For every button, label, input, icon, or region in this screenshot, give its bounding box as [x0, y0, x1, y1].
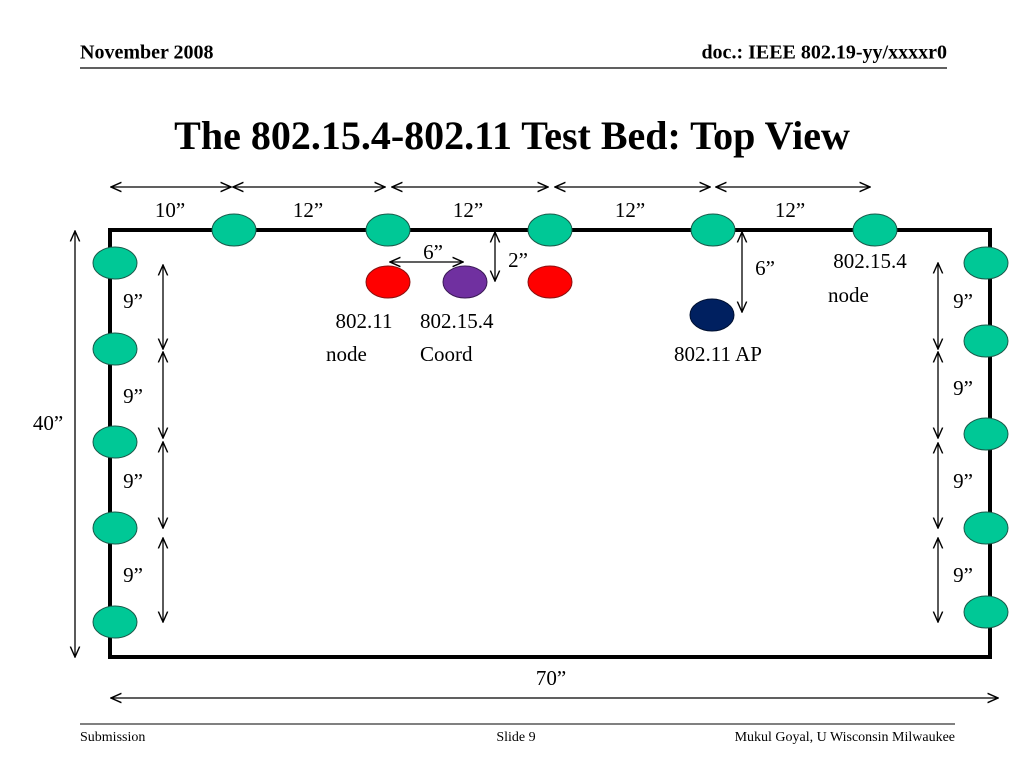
- node: [963, 511, 1009, 545]
- node: [852, 213, 898, 247]
- node-label: node: [326, 342, 367, 366]
- dim-label: 40”: [33, 411, 63, 435]
- node: [92, 425, 138, 459]
- wifi-node: [365, 265, 411, 299]
- node: [963, 595, 1009, 629]
- dim-label: 12”: [615, 198, 645, 222]
- dim-label: 70”: [536, 666, 566, 690]
- dim-label: 12”: [293, 198, 323, 222]
- node: [690, 213, 736, 247]
- node-label: 802.11: [336, 309, 393, 333]
- dim-label: 6”: [423, 240, 443, 264]
- dim-label: 9”: [953, 563, 973, 587]
- dim-label: 9”: [123, 289, 143, 313]
- dim-label: 9”: [953, 469, 973, 493]
- dim-label: 9”: [123, 469, 143, 493]
- dim-label: 9”: [123, 563, 143, 587]
- node-label: Coord: [420, 342, 473, 366]
- header-doc: doc.: IEEE 802.19-yy/xxxxr0: [701, 42, 947, 64]
- dim-label: 6”: [755, 256, 775, 280]
- node-label: 802.11 AP: [674, 342, 762, 366]
- header-date: November 2008: [80, 42, 214, 64]
- node: [92, 246, 138, 280]
- dim-label: 9”: [953, 376, 973, 400]
- top-dimensions: 10” 12” 12” 12” 12”: [111, 187, 870, 222]
- dim-label: 10”: [155, 198, 185, 222]
- node: [963, 324, 1009, 358]
- coordinator: [442, 265, 488, 299]
- node: [92, 511, 138, 545]
- node: [963, 246, 1009, 280]
- footer-right: Mukul Goyal, U Wisconsin Milwaukee: [735, 730, 955, 745]
- dim-label: 9”: [123, 384, 143, 408]
- node: [365, 213, 411, 247]
- node: [92, 332, 138, 366]
- node-label: 802.15.4: [833, 249, 907, 273]
- dim-label: 12”: [775, 198, 805, 222]
- access-point: [689, 298, 735, 332]
- node: [92, 605, 138, 639]
- node-label: 802.15.4: [420, 309, 494, 333]
- dim-label: 2”: [508, 248, 528, 272]
- node: [211, 213, 257, 247]
- footer-left: Submission: [80, 730, 145, 745]
- dim-label: 9”: [953, 289, 973, 313]
- wifi-node: [527, 265, 573, 299]
- slide-title: The 802.15.4-802.11 Test Bed: Top View: [174, 113, 850, 158]
- dim-label: 12”: [453, 198, 483, 222]
- node: [527, 213, 573, 247]
- footer-center: Slide 9: [496, 730, 535, 745]
- node: [963, 417, 1009, 451]
- node-label: node: [828, 283, 869, 307]
- zigbee-nodes: [92, 213, 1009, 639]
